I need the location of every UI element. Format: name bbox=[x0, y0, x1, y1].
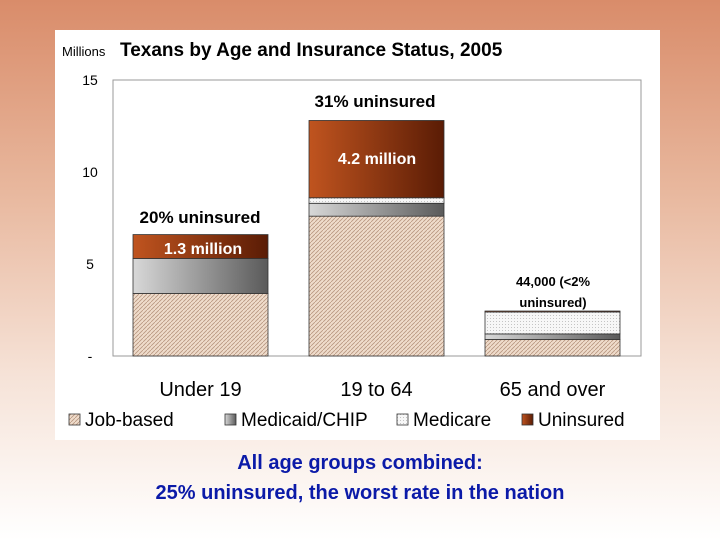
x-category-label: 19 to 64 bbox=[340, 379, 412, 401]
y-tick-label: 5 bbox=[86, 256, 94, 272]
annotation-label: uninsured) bbox=[519, 295, 586, 310]
bar-segment-uninsured bbox=[484, 310, 621, 313]
legend-label: Job-based bbox=[85, 410, 174, 431]
caption-line-1: All age groups combined: bbox=[237, 452, 483, 474]
caption-line-2: 25% uninsured, the worst rate in the nat… bbox=[155, 482, 565, 504]
legend-label: Medicare bbox=[413, 410, 491, 431]
bar-segment-job-based bbox=[308, 215, 445, 357]
chart-title: Texans by Age and Insurance Status, 2005 bbox=[120, 40, 503, 61]
y-tick-label: 10 bbox=[82, 164, 98, 180]
bar-segment-job-based bbox=[484, 339, 621, 357]
legend-swatch bbox=[396, 413, 409, 426]
x-category-label: Under 19 bbox=[159, 379, 241, 401]
annotation-label: 1.3 million bbox=[164, 241, 242, 258]
legend-label: Medicaid/CHIP bbox=[241, 410, 368, 431]
y-axis-unit-label: Millions bbox=[62, 44, 106, 59]
bar-segment-uninsured bbox=[308, 120, 445, 199]
bar-segment-job-based bbox=[132, 293, 269, 357]
y-tick-label: - bbox=[88, 348, 93, 364]
legend-swatch bbox=[224, 413, 237, 426]
legend-swatch bbox=[521, 413, 534, 426]
bar-segment-medicaid-chip bbox=[484, 333, 621, 340]
annotation-label: 31% uninsured bbox=[315, 92, 436, 111]
bar-segment-medicaid-chip bbox=[308, 202, 445, 217]
chart-panel: Millions Texans by Age and Insurance Sta… bbox=[55, 30, 660, 440]
legend-label: Uninsured bbox=[538, 410, 625, 431]
legend-swatch bbox=[68, 413, 81, 426]
annotation-label: 44,000 (<2% bbox=[516, 274, 591, 289]
annotation-label: 20% uninsured bbox=[140, 208, 261, 227]
bar-segment-medicare bbox=[484, 311, 621, 335]
stacked-bar-chart: Millions Texans by Age and Insurance Sta… bbox=[62, 40, 642, 431]
y-tick-label: 15 bbox=[82, 72, 98, 88]
bar-segment-uninsured bbox=[132, 234, 269, 259]
bar-segment-medicaid-chip bbox=[132, 258, 269, 294]
annotation-label: 4.2 million bbox=[338, 151, 416, 168]
x-category-label: 65 and over bbox=[500, 379, 606, 401]
bar-segment-medicare bbox=[308, 197, 445, 204]
